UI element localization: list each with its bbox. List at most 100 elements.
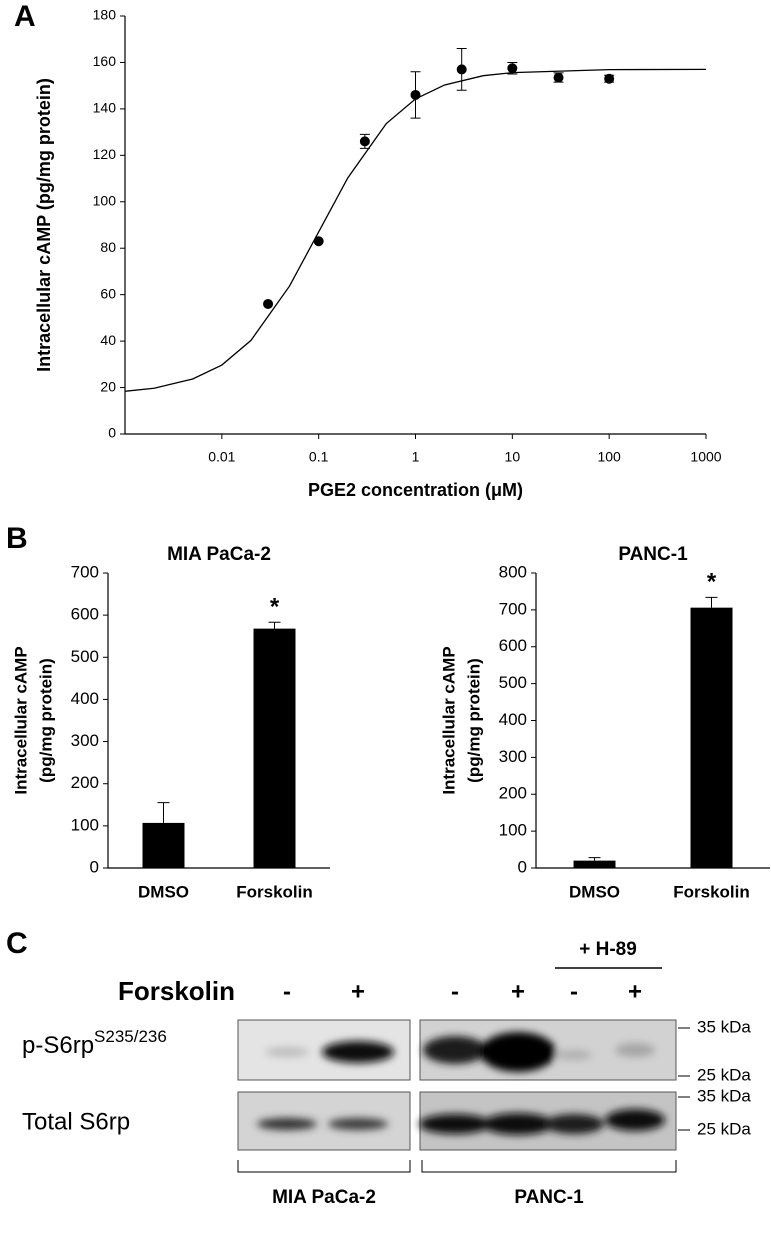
size-marker: 35 kDa <box>697 1017 751 1036</box>
x-tick-label: Forskolin <box>236 882 313 901</box>
row-label-text: p-S6rp <box>22 1032 94 1059</box>
error-bar <box>705 596 718 608</box>
group-label: PANC-1 <box>514 1187 584 1208</box>
y-tick-label: 80 <box>100 239 116 255</box>
y-axis-label: Intracellular cAMP (pg/mg protein) <box>34 78 54 372</box>
error-bar <box>268 621 281 629</box>
x-tick-label: Forskolin <box>673 882 750 901</box>
group-bracket <box>237 1160 411 1173</box>
lane-sign: + <box>628 978 642 1005</box>
panel-label: B <box>6 522 28 555</box>
band <box>556 1050 592 1060</box>
band <box>419 1114 491 1134</box>
data-point <box>313 236 324 247</box>
y-tick-label: 700 <box>499 599 527 618</box>
x-tick-label: 100 <box>597 449 621 465</box>
band <box>480 1032 556 1072</box>
panel-label: A <box>14 0 36 33</box>
data-point <box>456 64 467 75</box>
y-tick-label: 800 <box>499 562 527 581</box>
data-point <box>604 73 615 84</box>
bands <box>257 1032 665 1135</box>
lane-sign: - <box>283 978 291 1005</box>
band <box>322 1041 394 1063</box>
y-tick-label: 100 <box>499 821 527 840</box>
scatter-chart: 0 20 40 60 80 100 120 140 160 180 0.01 0.1 1 10 100 100… <box>34 7 722 500</box>
y-tick-label: 500 <box>499 673 527 692</box>
y-tick-label: 400 <box>71 689 99 708</box>
x-axis-label: PGE2 concentration (μM) <box>308 480 523 500</box>
lane-sign: + <box>351 978 365 1005</box>
data-point <box>263 298 274 309</box>
band <box>482 1113 554 1135</box>
error-bar <box>588 857 601 861</box>
fit-curve <box>124 68 707 392</box>
bar <box>253 628 296 868</box>
axis-line <box>107 573 330 869</box>
y-tick-label: 180 <box>93 7 117 23</box>
error-bar <box>157 802 170 823</box>
y-axis-label: (pg/mg protein) <box>36 658 55 783</box>
bar <box>142 822 185 868</box>
panel-label: C <box>6 927 28 960</box>
y-axis-label: (pg/mg protein) <box>464 658 483 783</box>
significance-marker: * <box>707 569 717 596</box>
x-tick-label: 0.1 <box>309 449 329 465</box>
y-axis-label: Intracellular cAMP <box>11 646 30 794</box>
group-bracket <box>421 1160 677 1173</box>
bar-chart: 0 100 200 300 400 500 600 700 800 PANC-1 Intracell… <box>439 544 770 901</box>
data-point <box>507 63 518 74</box>
row-label-superscript: S235/236 <box>94 1027 167 1046</box>
data-point <box>359 136 370 147</box>
size-marker: 25 kDa <box>697 1065 751 1084</box>
group-label: MIA PaCa-2 <box>272 1187 376 1208</box>
y-tick-label: 700 <box>71 562 99 581</box>
y-tick-label: 500 <box>71 647 99 666</box>
x-tick-label: DMSO <box>569 882 620 901</box>
row-label: Total S6rp <box>22 1108 130 1135</box>
axis-line <box>535 573 770 869</box>
bar <box>573 860 616 868</box>
x-tick-label: DMSO <box>138 882 189 901</box>
band <box>265 1047 309 1057</box>
band <box>605 1109 665 1131</box>
row-label: p-S6rpS235/236 <box>22 1027 167 1059</box>
band <box>544 1114 604 1134</box>
band <box>328 1118 388 1130</box>
y-tick-label: 100 <box>93 192 117 208</box>
blot: Forskolin - + - + - + + H-89 p-S6rpS235/… <box>22 939 751 1208</box>
y-tick-label: 200 <box>499 784 527 803</box>
chart-title: MIA PaCa-2 <box>167 544 271 565</box>
band <box>423 1036 487 1064</box>
band <box>615 1043 655 1057</box>
x-tick-label: 1000 <box>690 449 721 465</box>
lane-sign: - <box>570 978 578 1005</box>
x-tick-label: 0.01 <box>208 449 235 465</box>
y-tick-label: 0 <box>90 857 99 876</box>
y-tick-label: 100 <box>71 815 99 834</box>
x-tick-label: 10 <box>505 449 521 465</box>
y-tick-label: 60 <box>100 285 116 301</box>
bar-chart: 0 100 200 300 400 500 600 700 MIA PaCa-2 Intracel… <box>11 544 330 901</box>
lane-sign: - <box>451 978 459 1005</box>
size-marker: 25 kDa <box>697 1119 751 1138</box>
treatment-label: Forskolin <box>118 976 235 1006</box>
y-tick-label: 0 <box>518 857 527 876</box>
bar <box>690 607 733 868</box>
x-tick-label: 1 <box>412 449 420 465</box>
y-tick-label: 40 <box>100 332 116 348</box>
significance-marker: * <box>270 594 280 621</box>
data-point <box>410 89 421 100</box>
y-tick-label: 140 <box>93 100 117 116</box>
y-tick-label: 600 <box>499 636 527 655</box>
y-tick-label: 400 <box>499 710 527 729</box>
y-tick-label: 200 <box>71 773 99 792</box>
y-tick-label: 600 <box>71 605 99 624</box>
size-marker: 35 kDa <box>697 1086 751 1105</box>
data-point <box>553 72 564 83</box>
lane-sign: + <box>511 978 525 1005</box>
band <box>257 1118 317 1130</box>
inhibitor-label: + H-89 <box>579 939 637 960</box>
